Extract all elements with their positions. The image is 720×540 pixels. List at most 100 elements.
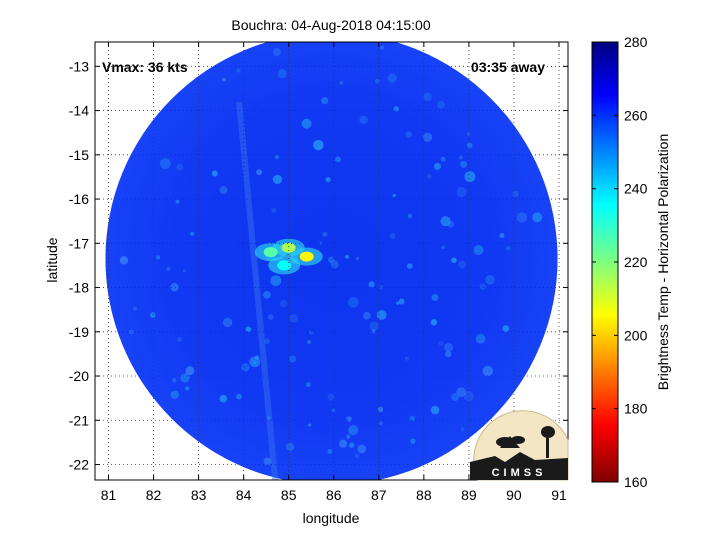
x-axis-label: longitude bbox=[303, 510, 360, 526]
texture-speckle bbox=[443, 342, 454, 353]
texture-speckle bbox=[482, 365, 494, 377]
texture-speckle bbox=[405, 131, 412, 138]
texture-speckle bbox=[313, 139, 324, 151]
texture-speckle bbox=[499, 233, 505, 239]
texture-speckle bbox=[236, 68, 241, 73]
y-tick-label: -21 bbox=[69, 412, 89, 428]
texture-speckle bbox=[377, 406, 384, 413]
texture-speckle bbox=[277, 69, 287, 79]
texture-speckle bbox=[407, 213, 413, 219]
texture-speckle bbox=[272, 174, 283, 185]
plot-frame bbox=[94, 41, 569, 481]
x-tick-label: 89 bbox=[461, 487, 477, 503]
swath-layer bbox=[105, 42, 558, 480]
texture-speckle bbox=[319, 241, 323, 245]
texture-speckle bbox=[438, 341, 444, 347]
texture-speckle bbox=[267, 314, 274, 320]
texture-speckle bbox=[327, 393, 335, 401]
swath-shading bbox=[105, 42, 558, 480]
texture-speckle bbox=[327, 256, 335, 264]
x-tick-label: 90 bbox=[506, 487, 522, 503]
colorbar-tick-label: 200 bbox=[624, 327, 648, 343]
colorbar-tick-label: 160 bbox=[624, 474, 648, 490]
texture-speckle bbox=[357, 444, 367, 454]
texture-speckle bbox=[273, 48, 281, 57]
texture-speckle bbox=[280, 300, 288, 308]
x-tick-label: 83 bbox=[191, 487, 207, 503]
texture-speckle bbox=[458, 260, 466, 269]
texture-speckle bbox=[256, 169, 263, 176]
texture-speckle bbox=[339, 80, 344, 85]
texture-speckle bbox=[485, 274, 495, 285]
texture-speckle bbox=[456, 387, 467, 398]
texture-speckle bbox=[285, 442, 295, 452]
y-tick-label: -15 bbox=[69, 147, 89, 163]
y-tick-label: -20 bbox=[69, 368, 89, 384]
texture-speckle bbox=[222, 77, 226, 82]
texture-speckle bbox=[289, 314, 298, 323]
texture-speckle bbox=[176, 163, 184, 171]
texture-speckle bbox=[180, 373, 190, 383]
texture-speckle bbox=[378, 284, 384, 290]
texture-speckle bbox=[440, 216, 451, 227]
x-tick-label: 91 bbox=[551, 487, 567, 503]
y-tick-label: -16 bbox=[69, 191, 89, 207]
colorbar-label: Brightness Temp - Horizontal Polarizatio… bbox=[655, 134, 671, 391]
y-tick-label: -18 bbox=[69, 280, 89, 296]
texture-speckle bbox=[219, 394, 228, 403]
texture-speckle bbox=[502, 325, 510, 332]
texture-speckle bbox=[190, 231, 195, 236]
texture-speckle bbox=[270, 275, 282, 287]
texture-speckle bbox=[330, 260, 339, 269]
texture-speckle bbox=[368, 281, 375, 288]
colorbar-tick-label: 240 bbox=[624, 181, 648, 197]
texture-speckle bbox=[327, 448, 333, 454]
texture-speckle bbox=[119, 256, 129, 265]
texture-speckle bbox=[170, 283, 179, 292]
texture-speckle bbox=[322, 231, 328, 237]
texture-speckle bbox=[445, 351, 452, 358]
texture-speckle bbox=[172, 377, 177, 383]
cimss-logo: CIMSS bbox=[470, 410, 569, 481]
y-tick-label: -22 bbox=[69, 457, 89, 473]
texture-speckle bbox=[307, 339, 312, 344]
colorbar-tick-label: 280 bbox=[624, 34, 648, 50]
texture-speckle bbox=[387, 73, 397, 83]
brightness-feature bbox=[277, 260, 292, 271]
texture-speckle bbox=[463, 391, 474, 402]
texture-speckle bbox=[458, 155, 463, 160]
texture-speckle bbox=[289, 355, 297, 363]
texture-speckle bbox=[348, 425, 359, 436]
colorbar-tick-label: 260 bbox=[624, 107, 648, 123]
texture-speckle bbox=[398, 298, 405, 305]
texture-speckle bbox=[182, 269, 186, 273]
texture-speckle bbox=[410, 438, 416, 444]
texture-speckle bbox=[345, 254, 349, 259]
texture-speckle bbox=[185, 386, 190, 391]
texture-speckle bbox=[263, 457, 272, 466]
brightness-feature bbox=[263, 247, 278, 258]
texture-speckle bbox=[149, 312, 156, 318]
texture-speckle bbox=[475, 334, 486, 344]
grid-layer bbox=[95, 42, 568, 480]
texture-speckle bbox=[219, 185, 228, 195]
y-tick-label: -14 bbox=[69, 103, 89, 119]
texture-speckle bbox=[249, 356, 261, 368]
scan-seam bbox=[236, 101, 279, 480]
texture-speckle bbox=[301, 118, 312, 129]
texture-speckle bbox=[396, 301, 400, 305]
texture-speckle bbox=[473, 245, 484, 256]
texture-speckle bbox=[441, 245, 445, 250]
x-tick-label: 88 bbox=[416, 487, 432, 503]
brightness-feature bbox=[281, 242, 296, 253]
vmax-annotation: Vmax: 36 kts bbox=[102, 59, 188, 75]
texture-speckle bbox=[380, 45, 385, 50]
texture-speckle bbox=[369, 321, 379, 331]
texture-speckle bbox=[335, 156, 341, 163]
texture-speckle bbox=[389, 233, 396, 239]
texture-speckle bbox=[430, 318, 438, 326]
texture-speckle bbox=[456, 187, 467, 197]
texture-speckle bbox=[325, 177, 331, 183]
texture-speckle bbox=[170, 390, 180, 400]
